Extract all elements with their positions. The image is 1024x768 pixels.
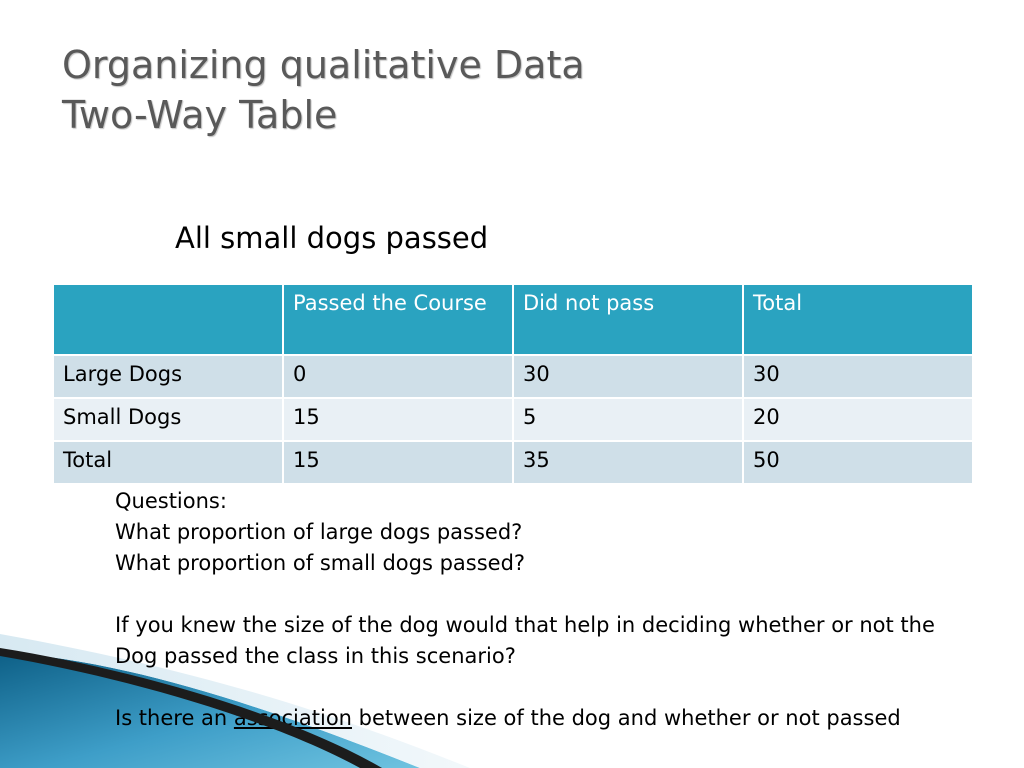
- table-row-large-dogs: Large Dogs 0 30 30: [52, 354, 974, 399]
- subtitle: All small dogs passed: [175, 221, 489, 255]
- header-total: Total: [742, 283, 974, 356]
- questions-heading: Questions:: [115, 489, 227, 513]
- cell-passed: 0: [282, 354, 514, 399]
- cell-did-not-pass: 5: [512, 397, 744, 442]
- table-row-small-dogs: Small Dogs 15 5 20: [52, 397, 974, 442]
- two-way-table: Passed the Course Did not pass Total Lar…: [52, 283, 974, 485]
- cell-total: 50: [742, 440, 974, 485]
- row-label: Small Dogs: [52, 397, 284, 442]
- question-2: What proportion of small dogs passed?: [115, 551, 526, 575]
- table-header-row: Passed the Course Did not pass Total: [52, 283, 974, 356]
- row-label: Large Dogs: [52, 354, 284, 399]
- title-line-2: Two-Way Table: [62, 93, 338, 137]
- questions-block: Questions: What proportion of large dogs…: [115, 486, 935, 734]
- question-3-line-1: If you knew the size of the dog would th…: [115, 613, 935, 637]
- question-4-before: Is there an: [115, 706, 234, 730]
- cell-total: 30: [742, 354, 974, 399]
- row-label: Total: [52, 440, 284, 485]
- cell-passed: 15: [282, 397, 514, 442]
- title-line-1: Organizing qualitative Data: [62, 43, 585, 87]
- table-row-total: Total 15 35 50: [52, 440, 974, 485]
- header-corner-cell: [52, 283, 284, 356]
- header-passed-the-course: Passed the Course: [282, 283, 514, 356]
- cell-total: 20: [742, 397, 974, 442]
- question-1: What proportion of large dogs passed?: [115, 520, 523, 544]
- header-did-not-pass: Did not pass: [512, 283, 744, 356]
- page-title: Organizing qualitative Data Two-Way Tabl…: [62, 40, 585, 140]
- cell-did-not-pass: 30: [512, 354, 744, 399]
- question-3-line-2: Dog passed the class in this scenario?: [115, 644, 516, 668]
- question-4-after: between size of the dog and whether or n…: [351, 706, 901, 730]
- cell-passed: 15: [282, 440, 514, 485]
- cell-did-not-pass: 35: [512, 440, 744, 485]
